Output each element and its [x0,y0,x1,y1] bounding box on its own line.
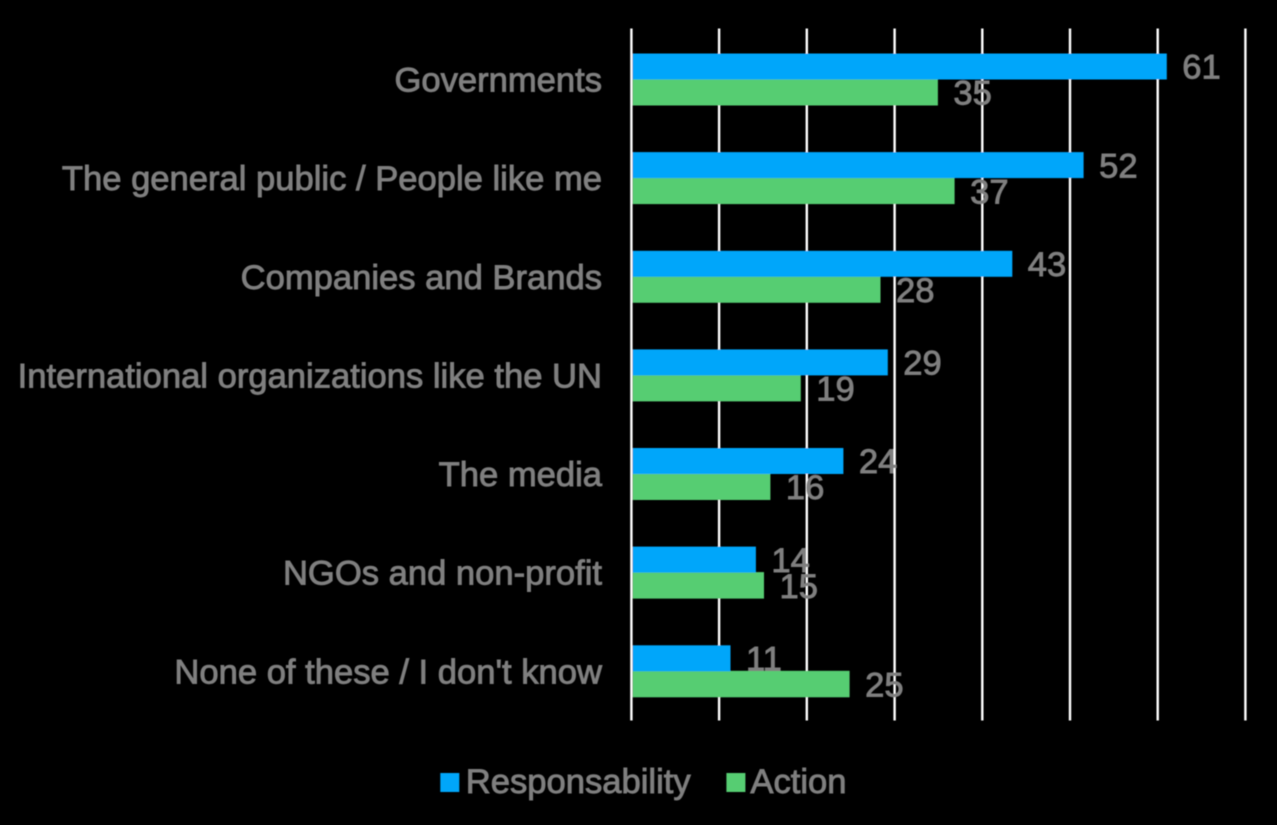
svg-text:International organizations li: International organizations like the UN [18,357,602,395]
svg-text:24: 24 [859,443,897,481]
svg-text:25: 25 [865,667,903,705]
svg-text:61: 61 [1182,49,1220,87]
svg-text:11: 11 [746,641,782,679]
svg-text:16: 16 [786,469,824,507]
svg-text:Governments: Governments [394,62,602,100]
svg-text:None of these / I don't know: None of these / I don't know [174,653,603,691]
svg-text:19: 19 [816,371,854,409]
svg-text:Action: Action [750,763,846,801]
svg-text:NGOs and non-profit: NGOs and non-profit [283,555,602,593]
svg-text:15: 15 [780,568,818,606]
svg-text:28: 28 [896,272,934,310]
svg-text:Companies and Brands: Companies and Brands [241,259,602,297]
svg-text:The media: The media [439,456,603,494]
svg-text:35: 35 [953,75,991,113]
svg-text:43: 43 [1028,246,1066,284]
svg-text:The general public / People li: The general public / People like me [62,160,602,198]
svg-text:37: 37 [970,173,1008,211]
svg-text:52: 52 [1099,147,1137,185]
svg-text:29: 29 [903,345,941,383]
svg-text:14: 14 [771,542,809,580]
svg-text:Responsability: Responsability [466,763,692,801]
